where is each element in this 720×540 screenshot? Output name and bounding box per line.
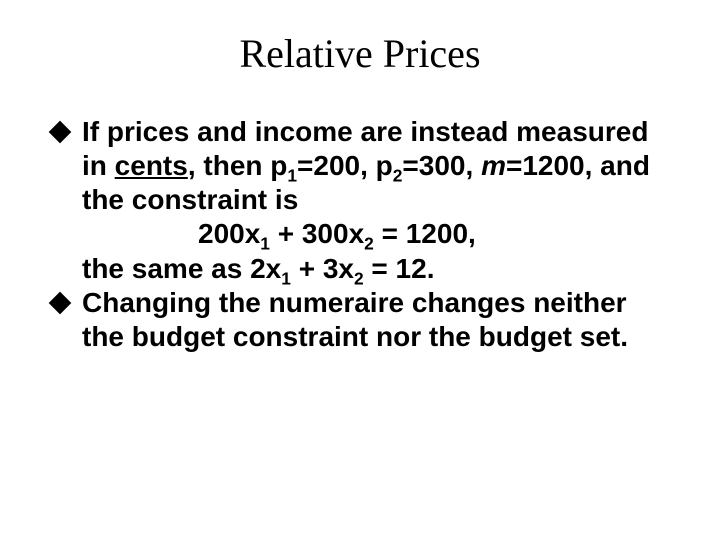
eq-fragment: + 300x	[270, 218, 364, 249]
subscript: 1	[260, 234, 270, 254]
bullet-diamond-icon	[49, 121, 72, 144]
bullet-1: If prices and income are instead measure…	[50, 115, 670, 286]
text-fragment: =200, p	[297, 150, 393, 181]
text-fragment: the same as	[82, 253, 250, 284]
eq-fragment: = 1200	[374, 218, 468, 249]
eq-fragment: 200x	[198, 218, 260, 249]
subscript: 1	[287, 166, 297, 186]
italic-m: m	[481, 150, 506, 181]
bullet-2: Changing the numeraire changes neither t…	[50, 286, 670, 354]
text-fragment: Changing the numeraire changes neither t…	[82, 287, 628, 352]
text-fragment: , then p	[188, 150, 288, 181]
slide: Relative Prices If prices and income are…	[0, 0, 720, 540]
slide-title: Relative Prices	[50, 30, 670, 77]
eq-fragment: = 12	[364, 253, 427, 284]
subscript: 2	[393, 166, 403, 186]
equation-line-1: 200x1 + 300x2 = 1200,	[82, 217, 670, 251]
eq-fragment: + 3x	[291, 253, 354, 284]
subscript: 2	[364, 234, 374, 254]
slide-body: If prices and income are instead measure…	[50, 115, 670, 354]
eq-fragment: 2x	[250, 253, 281, 284]
text-cents: cents	[115, 150, 188, 181]
text-fragment: .	[427, 253, 435, 284]
text-fragment: ,	[468, 218, 476, 249]
bullet-diamond-icon	[49, 291, 72, 314]
text-fragment: =300,	[402, 150, 481, 181]
